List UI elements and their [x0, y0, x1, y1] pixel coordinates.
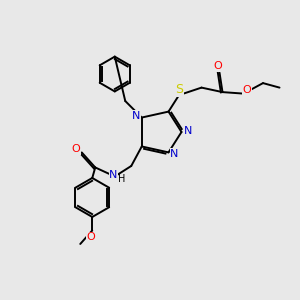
Text: N: N: [132, 111, 141, 121]
Text: O: O: [86, 232, 95, 242]
Text: O: O: [71, 145, 80, 154]
Text: N: N: [170, 149, 179, 159]
Text: S: S: [175, 83, 183, 96]
Text: N: N: [109, 170, 118, 180]
Text: O: O: [243, 85, 251, 95]
Text: H: H: [118, 174, 125, 184]
Text: O: O: [214, 61, 222, 71]
Text: N: N: [184, 125, 192, 136]
